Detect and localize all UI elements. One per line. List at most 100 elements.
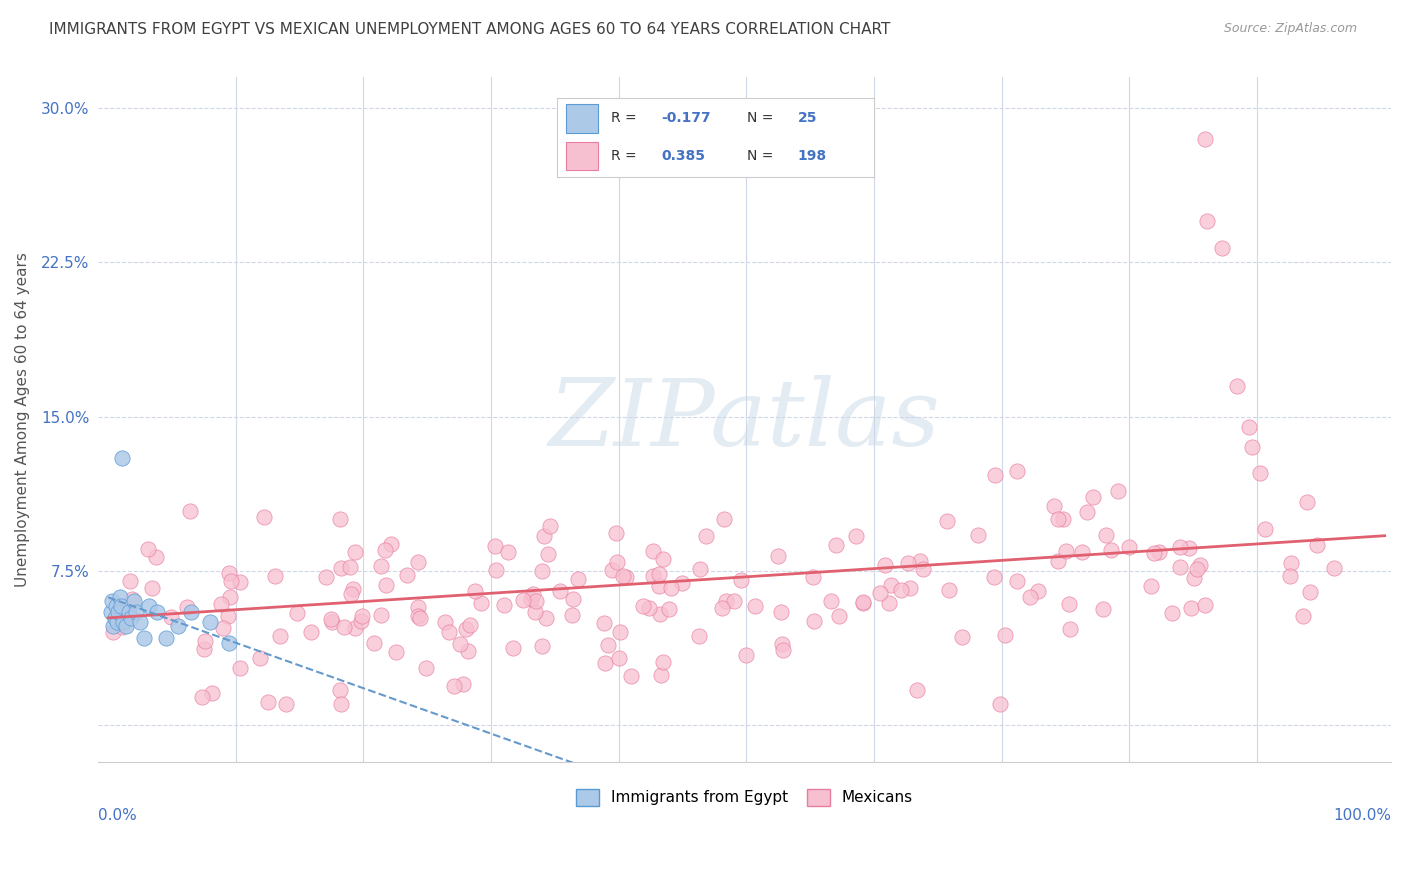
Legend: Immigrants from Egypt, Mexicans: Immigrants from Egypt, Mexicans (569, 782, 920, 813)
Point (522, 587, 544, 601)
Point (890, 583, 912, 598)
Point (449, 637, 471, 651)
Point (180, 605, 202, 619)
Point (321, 615, 343, 629)
Point (1322, 561, 1344, 575)
Text: 0.0%: 0.0% (98, 808, 136, 823)
Point (219, 574, 242, 589)
Point (567, 572, 589, 586)
Point (1026, 583, 1049, 598)
Point (852, 595, 875, 609)
Point (769, 605, 792, 619)
Point (107, 605, 129, 619)
Point (633, 599, 655, 613)
Point (121, 591, 143, 606)
Point (115, 619, 138, 633)
Point (695, 529, 717, 543)
Point (602, 564, 624, 578)
Point (530, 640, 553, 654)
Point (607, 650, 630, 665)
Point (873, 558, 896, 572)
Point (330, 697, 353, 711)
Point (593, 616, 616, 631)
Point (606, 555, 628, 569)
Point (118, 574, 141, 589)
Point (1278, 569, 1301, 583)
Point (105, 615, 128, 629)
Point (820, 594, 842, 608)
Point (1292, 609, 1315, 624)
Point (1188, 558, 1211, 572)
Point (994, 628, 1017, 642)
Point (1095, 528, 1118, 542)
Point (344, 545, 367, 559)
Point (869, 585, 891, 599)
Point (103, 619, 125, 633)
Point (155, 632, 177, 646)
Point (110, 599, 132, 613)
Point (1194, 599, 1216, 613)
Point (879, 596, 901, 610)
Point (711, 601, 734, 615)
Point (1076, 505, 1098, 519)
Point (1161, 606, 1184, 620)
Point (1005, 574, 1028, 588)
Point (845, 528, 868, 542)
Point (100, 605, 122, 619)
Point (1081, 490, 1104, 504)
Point (329, 561, 352, 575)
Y-axis label: Unemployment Among Ages 60 to 64 years: Unemployment Among Ages 60 to 64 years (15, 252, 30, 587)
Point (1299, 585, 1322, 599)
Point (1019, 591, 1042, 605)
Point (713, 512, 735, 526)
Point (136, 541, 159, 556)
Point (1295, 494, 1317, 508)
Point (1185, 562, 1208, 576)
Point (723, 594, 745, 608)
Point (1147, 545, 1170, 559)
Point (652, 655, 675, 669)
Point (905, 682, 928, 697)
Point (111, 450, 134, 465)
Point (983, 570, 1005, 584)
Point (363, 636, 385, 650)
Point (343, 621, 366, 635)
Point (803, 615, 825, 629)
Point (650, 607, 672, 621)
Point (333, 619, 356, 633)
Point (966, 528, 988, 542)
Point (415, 660, 437, 674)
Point (512, 593, 534, 607)
Point (659, 581, 682, 595)
Point (122, 594, 145, 608)
Point (1177, 541, 1199, 556)
Point (1047, 512, 1070, 526)
Point (117, 605, 139, 619)
Point (533, 529, 555, 543)
Point (772, 643, 794, 657)
Point (1140, 579, 1163, 593)
Point (1211, 241, 1233, 255)
Point (641, 543, 664, 558)
Point (103, 625, 125, 640)
Point (191, 690, 214, 705)
Point (176, 600, 198, 615)
Point (374, 543, 396, 558)
Point (342, 582, 364, 597)
Point (1143, 546, 1166, 560)
Point (1237, 419, 1260, 434)
Point (1005, 464, 1028, 478)
Point (108, 591, 131, 605)
Point (1099, 542, 1122, 557)
Point (229, 661, 252, 675)
Point (159, 609, 181, 624)
Point (648, 566, 671, 581)
Point (1059, 597, 1081, 611)
Point (104, 599, 127, 613)
Point (218, 566, 240, 581)
Text: ZIPatlas: ZIPatlas (548, 375, 941, 465)
Point (598, 638, 620, 652)
Point (561, 591, 583, 606)
Point (257, 695, 280, 709)
Point (443, 679, 465, 693)
